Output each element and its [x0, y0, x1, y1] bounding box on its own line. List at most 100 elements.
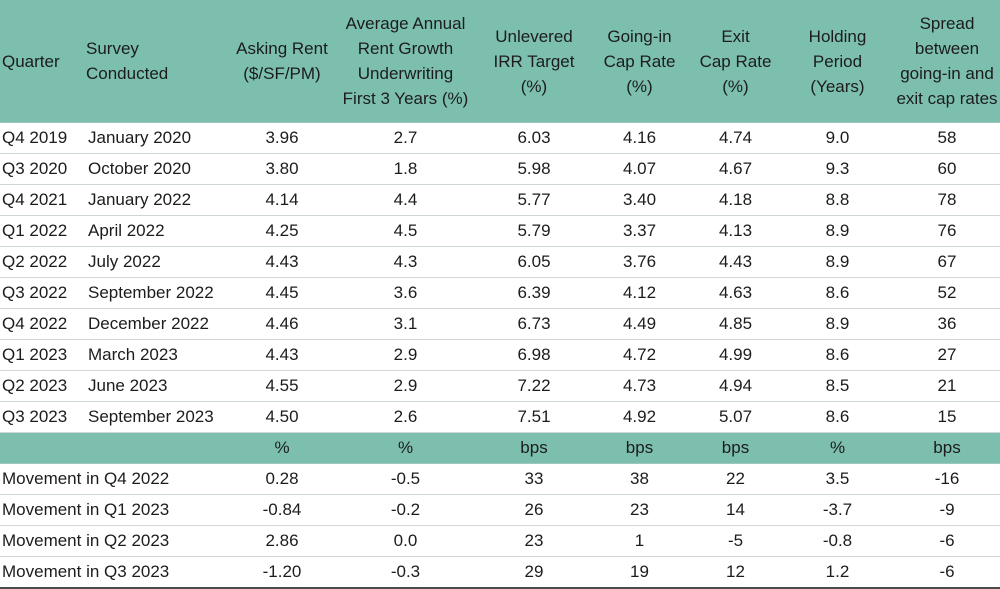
movement-value: -16 [894, 463, 1000, 495]
exit-cap-cell: 4.63 [690, 277, 781, 309]
spread-cell: 21 [894, 370, 1000, 402]
asking-rent-cell: 4.43 [232, 246, 332, 278]
quarter-cell: Q3 2022 [0, 277, 84, 309]
asking-rent-cell: 4.46 [232, 308, 332, 340]
exit-cap-cell: 5.07 [690, 401, 781, 433]
asking-rent-cell: 3.80 [232, 153, 332, 185]
asking-rent-cell: 4.25 [232, 215, 332, 247]
unit-label: % [332, 432, 479, 464]
quarter-cell: Q1 2023 [0, 339, 84, 371]
exit-cap-cell: 4.43 [690, 246, 781, 278]
rent-growth-cell: 4.4 [332, 184, 479, 216]
survey-date-cell: July 2022 [84, 246, 232, 278]
holding-period-cell: 9.3 [781, 153, 894, 185]
movement-value: 1 [589, 525, 690, 557]
survey-date-cell: January 2020 [84, 122, 232, 154]
survey-date-cell: September 2022 [84, 277, 232, 309]
survey-date-cell: September 2023 [84, 401, 232, 433]
exit-cap-cell: 4.94 [690, 370, 781, 402]
movement-value: 2.86 [232, 525, 332, 557]
irr-target-cell: 5.77 [479, 184, 589, 216]
rent-growth-cell: 3.1 [332, 308, 479, 340]
exit-cap-cell: 4.67 [690, 153, 781, 185]
movement-value: -0.2 [332, 494, 479, 526]
holding-period-cell: 8.9 [781, 215, 894, 247]
header-going-in-cap-rate: Going-in Cap Rate (%) [589, 0, 690, 123]
holding-period-cell: 8.5 [781, 370, 894, 402]
unit-label: bps [589, 432, 690, 464]
going-in-cap-cell: 4.12 [589, 277, 690, 309]
header-spread: Spread between going-in and exit cap rat… [894, 0, 1000, 123]
movement-value: 1.2 [781, 556, 894, 589]
units-spacer [0, 432, 232, 464]
exit-cap-cell: 4.18 [690, 184, 781, 216]
header-quarter: Quarter [0, 0, 84, 123]
irr-target-cell: 7.51 [479, 401, 589, 433]
spread-cell: 76 [894, 215, 1000, 247]
table-row: Q2 2022 July 2022 4.43 4.3 6.05 3.76 4.43 8.9 67 [0, 246, 1000, 278]
movement-value: 0.0 [332, 525, 479, 557]
header-exit-cap-rate: Exit Cap Rate (%) [690, 0, 781, 123]
quarter-cell: Q4 2019 [0, 122, 84, 154]
holding-period-cell: 8.6 [781, 277, 894, 309]
survey-date-cell: March 2023 [84, 339, 232, 371]
movement-row: Movement in Q4 2022 0.28 -0.5 33 38 22 3.5 -16 [0, 463, 1000, 495]
unit-label: % [781, 432, 894, 464]
holding-period-cell: 8.9 [781, 246, 894, 278]
movement-value: 38 [589, 463, 690, 495]
table-row: Q3 2023 September 2023 4.50 2.6 7.51 4.92 5.07… [0, 401, 1000, 433]
header-row: Quarter Survey Conducted Asking Rent ($/… [0, 0, 1000, 123]
header-survey-conducted: Survey Conducted [84, 0, 232, 123]
rent-growth-cell: 2.9 [332, 339, 479, 371]
spread-cell: 15 [894, 401, 1000, 433]
exit-cap-cell: 4.85 [690, 308, 781, 340]
unit-label: bps [894, 432, 1000, 464]
holding-period-cell: 8.8 [781, 184, 894, 216]
irr-target-cell: 6.03 [479, 122, 589, 154]
going-in-cap-cell: 4.07 [589, 153, 690, 185]
table-row: Q3 2022 September 2022 4.45 3.6 6.39 4.12 4.63… [0, 277, 1000, 309]
movement-value: -0.5 [332, 463, 479, 495]
asking-rent-cell: 4.50 [232, 401, 332, 433]
movement-value: -1.20 [232, 556, 332, 589]
movement-label: Movement in Q4 2022 [0, 463, 232, 495]
spread-cell: 27 [894, 339, 1000, 371]
going-in-cap-cell: 4.72 [589, 339, 690, 371]
movement-value: 23 [589, 494, 690, 526]
exit-cap-cell: 4.74 [690, 122, 781, 154]
survey-date-cell: October 2020 [84, 153, 232, 185]
movement-value: 3.5 [781, 463, 894, 495]
asking-rent-cell: 4.14 [232, 184, 332, 216]
rent-growth-cell: 2.7 [332, 122, 479, 154]
spread-cell: 36 [894, 308, 1000, 340]
survey-date-cell: April 2022 [84, 215, 232, 247]
movement-row: Movement in Q2 2023 2.86 0.0 23 1 -5 -0.8 -6 [0, 525, 1000, 557]
quarter-cell: Q4 2022 [0, 308, 84, 340]
movement-label: Movement in Q1 2023 [0, 494, 232, 526]
quarter-cell: Q4 2021 [0, 184, 84, 216]
movement-value: 29 [479, 556, 589, 589]
movement-value: -6 [894, 556, 1000, 589]
table-row: Q1 2022 April 2022 4.25 4.5 5.79 3.37 4.13 8.9 7… [0, 215, 1000, 247]
movement-value: 33 [479, 463, 589, 495]
movement-value: -9 [894, 494, 1000, 526]
irr-target-cell: 6.39 [479, 277, 589, 309]
holding-period-cell: 8.9 [781, 308, 894, 340]
movement-value: -0.8 [781, 525, 894, 557]
movement-value: 12 [690, 556, 781, 589]
holding-period-cell: 8.6 [781, 339, 894, 371]
holding-period-cell: 9.0 [781, 122, 894, 154]
quarter-cell: Q2 2022 [0, 246, 84, 278]
quarter-cell: Q1 2022 [0, 215, 84, 247]
irr-target-cell: 6.73 [479, 308, 589, 340]
irr-target-cell: 6.98 [479, 339, 589, 371]
header-rent-growth: Average Annual Rent Growth Underwriting … [332, 0, 479, 123]
unit-label: bps [690, 432, 781, 464]
movement-value: -6 [894, 525, 1000, 557]
survey-date-cell: January 2022 [84, 184, 232, 216]
units-row: %% bps bps bps% bps [0, 432, 1000, 464]
movement-value: -0.3 [332, 556, 479, 589]
spread-cell: 60 [894, 153, 1000, 185]
rent-growth-cell: 4.5 [332, 215, 479, 247]
